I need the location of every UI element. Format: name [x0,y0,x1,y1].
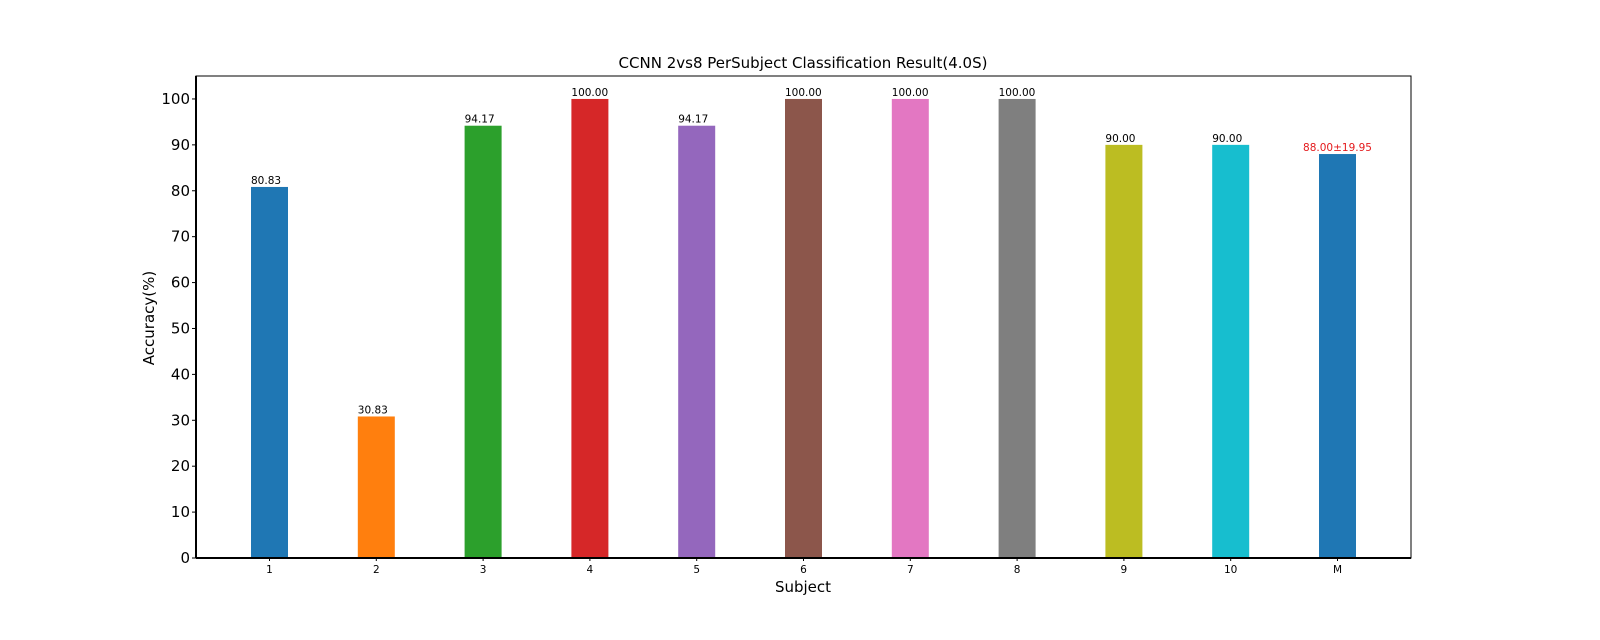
y-tick-label: 40 [171,365,190,383]
x-tick-label: 3 [480,564,487,576]
bars-layer [251,98,1356,559]
y-axis-ticks: 0 10 20 30 40 50 60 70 80 90 100 [161,90,196,567]
x-tick-label: 2 [373,564,380,576]
bar-8 [998,98,1036,558]
bar-7 [891,98,929,558]
x-tick-label: 8 [1014,564,1021,576]
x-tick-label: 10 [1224,564,1237,576]
bar-value-label: 90.00 [1105,133,1135,145]
y-tick-label: 100 [161,90,190,108]
y-tick-label: 10 [171,503,190,521]
x-tick-label: 6 [800,564,807,576]
bar-value-label: 94.17 [678,114,708,126]
x-tick-label: 1 [266,564,273,576]
bar-5 [678,125,716,559]
y-tick-label: 80 [171,182,190,200]
x-tick-label: 4 [587,564,594,576]
bar-value-label: 88.00±19.95 [1303,142,1372,154]
bar-1 [251,186,288,558]
bar-value-label: 80.83 [251,175,281,187]
bar-10 [1212,144,1250,558]
y-tick-label: 20 [171,457,190,475]
bar-2 [357,416,395,558]
bar-value-label: 100.00 [892,87,929,99]
bar-value-label: 100.00 [785,87,822,99]
bar-4 [571,98,609,558]
bar-6 [785,98,822,558]
bar-value-label: 94.17 [465,114,495,126]
bar-value-label: 90.00 [1212,133,1242,145]
y-tick-label: 0 [180,549,190,567]
x-axis-ticks: 1 2 3 4 5 6 7 8 9 10 M [266,558,1342,576]
bar-value-labels: 80.83 30.83 94.17 100.00 94.17 100.00 100.00 10… [251,87,1372,417]
bar-9 [1105,144,1143,558]
x-axis-label: Subject [775,578,831,596]
chart-title: CCNN 2vs8 PerSubject Classification Resu… [619,54,988,72]
y-tick-label: 30 [171,411,190,429]
y-tick-label: 90 [171,136,190,154]
y-tick-label: 60 [171,274,190,292]
bar-3 [464,125,502,559]
x-tick-label: 7 [907,564,914,576]
bar-value-label: 100.00 [571,87,608,99]
x-tick-label: 9 [1121,564,1128,576]
x-tick-label: 5 [693,564,700,576]
y-tick-label: 70 [171,228,190,246]
bar-value-label: 30.83 [358,404,388,416]
x-tick-label: M [1333,564,1342,576]
y-tick-label: 50 [171,319,190,337]
bar-M [1319,154,1356,559]
y-axis-label: Accuracy(%) [140,271,158,365]
bar-value-label: 100.00 [999,87,1036,99]
